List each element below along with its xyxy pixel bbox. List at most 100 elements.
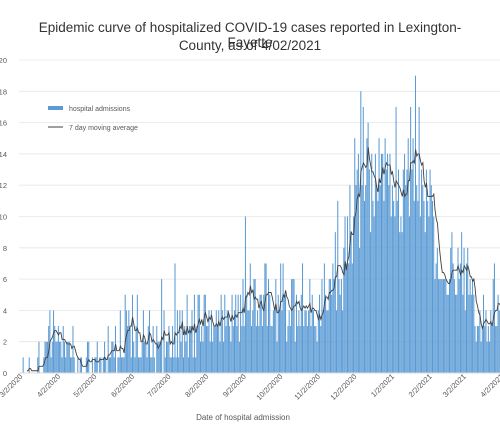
admission-bar <box>37 357 39 373</box>
admission-bar <box>309 279 311 373</box>
admission-bar <box>453 279 455 373</box>
admission-bar <box>490 310 492 373</box>
admission-bar <box>292 279 294 373</box>
y-axis-ticks: 0 2 4 6 8 10 12 14 16 18 20 <box>0 56 7 378</box>
admission-bar <box>406 169 408 373</box>
admission-bar <box>394 216 396 373</box>
x-tick-label: 11/2/2020 <box>292 372 322 402</box>
admission-bar <box>281 310 283 373</box>
x-tick-label: 4/2/2021 <box>478 372 500 399</box>
admission-bar <box>253 279 255 373</box>
admission-bar <box>260 294 262 373</box>
admission-bar <box>190 326 192 373</box>
admission-bar <box>274 310 276 373</box>
legend: hospital admissions 7 day moving average <box>48 106 138 132</box>
admission-bar <box>353 216 355 373</box>
admission-bar <box>435 263 437 373</box>
admission-bar <box>38 341 40 373</box>
admission-bar <box>423 200 425 373</box>
x-tick-label: 5/2/2020 <box>71 372 98 399</box>
admission-bar <box>66 341 68 373</box>
admission-bar <box>390 216 392 373</box>
admission-bar <box>121 357 123 373</box>
admission-bar <box>311 294 313 373</box>
admission-bar <box>250 326 253 373</box>
y-tick-label: 10 <box>0 213 7 222</box>
admission-bar <box>77 357 79 373</box>
admission-bar <box>400 216 402 373</box>
admission-bar <box>480 341 482 373</box>
admission-bar <box>258 326 260 373</box>
admission-bar <box>414 75 417 374</box>
admission-bar <box>244 216 246 373</box>
admission-bar <box>389 153 391 373</box>
admission-bar <box>436 247 438 373</box>
legend-label-admissions: hospital admissions <box>69 106 131 113</box>
y-tick-label: 0 <box>3 369 7 378</box>
admission-bar <box>60 341 62 373</box>
admission-bar <box>169 357 171 373</box>
admission-bar <box>153 357 155 373</box>
admission-bar <box>304 310 306 373</box>
admission-bar <box>348 263 350 373</box>
admission-bar <box>275 279 277 373</box>
admission-bar <box>134 357 136 373</box>
admission-bar <box>357 153 359 373</box>
admission-bar <box>210 310 212 373</box>
admission-bar <box>224 294 226 373</box>
admission-bar <box>418 106 420 373</box>
moving-average-line <box>26 147 500 372</box>
admission-bar <box>459 263 461 373</box>
admission-bar <box>370 232 372 373</box>
admission-bar <box>371 153 373 373</box>
admission-bar <box>298 310 300 373</box>
admission-bar <box>105 357 107 373</box>
y-tick-label: 14 <box>0 150 7 159</box>
admission-bar <box>189 326 191 373</box>
admission-bar <box>433 216 435 373</box>
admission-bar <box>124 294 126 373</box>
admission-bar <box>249 263 251 373</box>
legend-label-moving-average: 7 day moving average <box>69 125 138 132</box>
admission-bar <box>269 294 271 373</box>
admission-bar <box>246 294 248 373</box>
admission-bar <box>270 326 272 373</box>
admission-bar <box>268 279 270 373</box>
admission-bar <box>181 310 183 373</box>
admission-bar <box>422 185 424 373</box>
admission-bar <box>493 263 495 373</box>
admission-bar <box>446 294 448 373</box>
admission-bar <box>247 310 249 373</box>
admission-bar <box>380 153 382 373</box>
admission-bar <box>176 310 178 373</box>
admission-bar <box>306 326 308 373</box>
admission-bar <box>354 138 356 373</box>
admission-bar <box>150 357 152 373</box>
admission-bar <box>363 200 365 373</box>
admission-bar <box>146 357 148 373</box>
admission-bar <box>328 279 330 373</box>
admission-bar <box>346 216 348 373</box>
admission-bar <box>312 310 314 373</box>
admission-bar <box>331 294 333 373</box>
admission-bar <box>191 310 193 373</box>
admission-bar <box>196 326 198 373</box>
admission-bar <box>401 232 403 373</box>
y-tick-label: 18 <box>0 87 7 96</box>
admission-bar <box>91 357 93 373</box>
admission-bar <box>230 341 232 373</box>
admission-bar <box>351 263 353 373</box>
admission-bar <box>202 341 204 373</box>
admission-bar <box>469 279 471 373</box>
admission-bar <box>209 341 211 373</box>
admission-bar <box>377 200 379 373</box>
admission-bar <box>387 153 389 373</box>
admission-bar <box>276 341 278 373</box>
admission-bar <box>384 138 386 373</box>
admission-bar <box>356 169 358 373</box>
admission-bar <box>323 263 325 373</box>
admission-bar <box>368 169 370 373</box>
admission-bar <box>215 310 217 373</box>
admission-bar <box>472 279 474 373</box>
admission-bar <box>271 326 273 373</box>
